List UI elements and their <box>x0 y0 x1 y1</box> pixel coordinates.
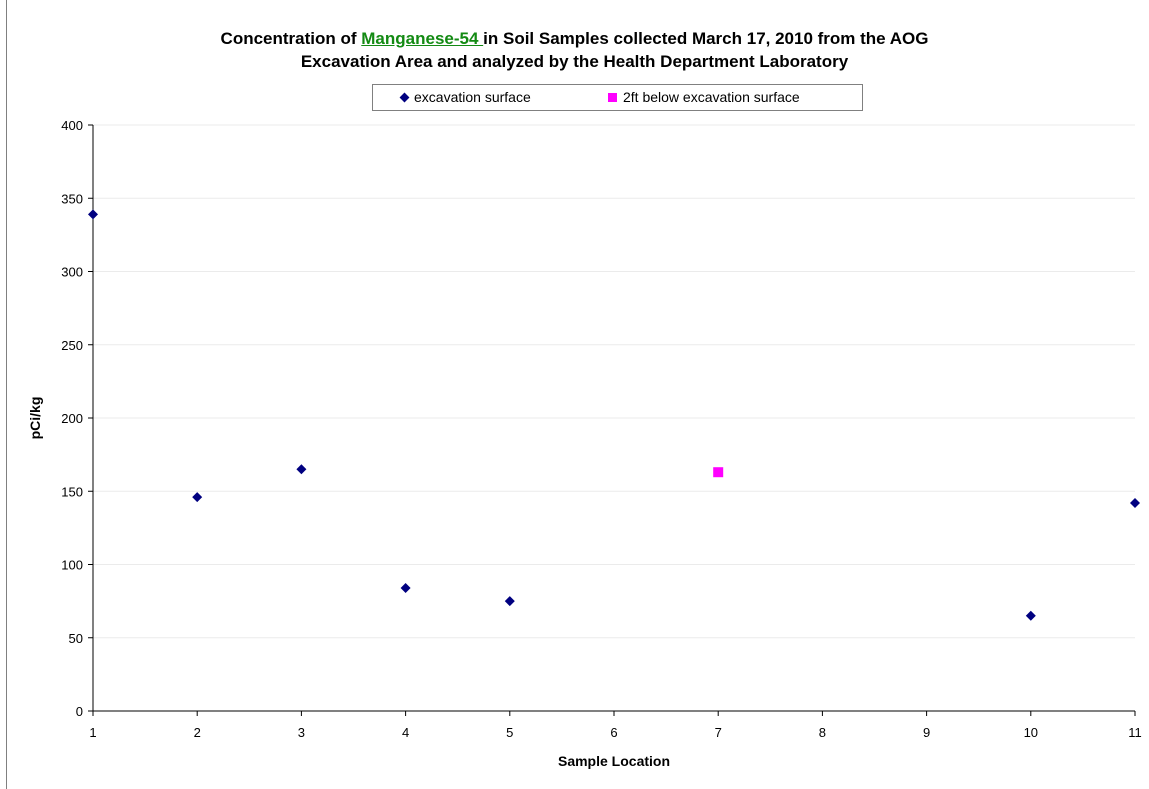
data-point-excavation-surface <box>1130 497 1140 508</box>
legend-item-excavation-surface: excavation surface <box>399 89 531 105</box>
x-tick-label: 7 <box>715 725 722 740</box>
y-tick-label: 50 <box>69 631 83 646</box>
y-tick-label: 400 <box>61 118 83 133</box>
x-axis-title: Sample Location <box>558 753 670 769</box>
chart-frame <box>6 0 1149 789</box>
x-tick-label: 8 <box>819 725 826 740</box>
y-tick-label: 200 <box>61 411 83 426</box>
data-point-excavation-surface <box>400 582 411 593</box>
data-point-excavation-surface <box>192 492 203 503</box>
chart-title-line-2: Excavation Area and analyzed by the Heal… <box>300 52 849 71</box>
x-tick-label: 3 <box>298 725 305 740</box>
x-tick-label: 2 <box>194 725 201 740</box>
square-marker-icon <box>608 92 617 102</box>
y-tick-label: 300 <box>61 265 83 280</box>
legend-label-2ft-below: 2ft below excavation surface <box>623 89 800 105</box>
chart-title-isotope: Manganese-54 <box>361 29 484 48</box>
chart-title-prefix: Concentration of <box>220 29 362 48</box>
y-tick-label: 150 <box>61 484 83 499</box>
y-tick-label: 250 <box>61 338 83 353</box>
data-point-excavation-surface <box>504 596 515 607</box>
x-tick-label: 9 <box>923 725 930 740</box>
x-tick-label: 1 <box>89 725 96 740</box>
y-tick-label: 0 <box>76 704 83 719</box>
chart-title-suffix: in Soil Samples collected March 17, 2010… <box>483 29 929 48</box>
data-point-excavation-surface <box>88 209 98 220</box>
x-tick-label: 6 <box>610 725 617 740</box>
data-point-2ft-below <box>713 467 724 478</box>
x-tick-label: 4 <box>402 725 409 740</box>
y-tick-label: 350 <box>61 191 83 206</box>
legend-item-2ft-below: 2ft below excavation surface <box>608 89 800 105</box>
x-tick-label: 10 <box>1024 725 1038 740</box>
data-point-excavation-surface <box>1025 610 1036 621</box>
legend-label-excavation-surface: excavation surface <box>414 89 531 105</box>
y-tick-label: 100 <box>61 558 83 573</box>
x-tick-label: 5 <box>506 725 513 740</box>
data-point-excavation-surface <box>296 464 307 475</box>
chart-legend: excavation surface 2ft below excavation … <box>372 84 863 111</box>
y-axis-title: pCi/kg <box>27 397 43 440</box>
chart-title-line-1: Concentration of Manganese-54 in Soil Sa… <box>0 27 1149 50</box>
chart-title: Concentration of Manganese-54 in Soil Sa… <box>0 27 1149 73</box>
x-tick-label: 11 <box>1128 725 1142 740</box>
